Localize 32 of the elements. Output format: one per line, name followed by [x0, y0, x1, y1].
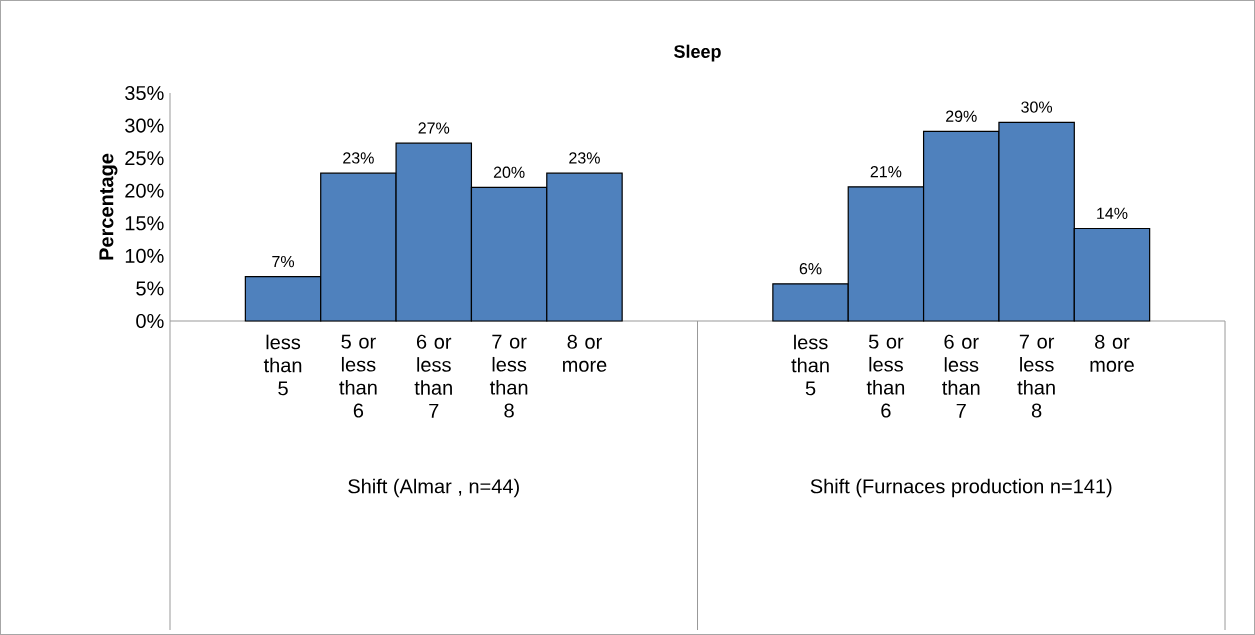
x-tick-label: less than 5	[791, 334, 829, 396]
data-label: 7%	[272, 255, 295, 268]
x-tick-label: 5 or less than 6	[339, 334, 377, 418]
text: Shift (Almar , n=44)	[348, 478, 519, 498]
y-tick-label: 30%	[125, 118, 164, 133]
data-label: 30%	[1021, 101, 1053, 113]
y-tick-label: 15%	[125, 216, 164, 231]
x-tick-label: 8 or more	[1090, 334, 1134, 372]
y-tick-label: 25%	[125, 151, 164, 166]
y-tick-label: 20%	[125, 183, 164, 198]
data-label: 14%	[1097, 207, 1128, 219]
x-tick-label: 6 or less than 7	[414, 334, 452, 418]
chart-title: Sleep	[674, 44, 721, 62]
data-label: 20%	[493, 166, 525, 178]
y-tick-label: 10%	[125, 248, 164, 263]
data-label: 21%	[870, 166, 902, 178]
data-label: 6%	[799, 263, 822, 275]
text: Shift (Furnaces production n=141)	[810, 478, 1112, 498]
data-label: 23%	[569, 152, 600, 164]
data-label: 23%	[343, 152, 374, 164]
x-tick-label: 7 or less than 8	[489, 334, 528, 418]
y-tick-label: 35%	[125, 85, 164, 101]
y-axis-title: Percentage	[99, 153, 118, 260]
x-tick-label: 8 or more	[563, 334, 607, 372]
data-label: 27%	[418, 122, 450, 134]
x-tick-label: 7 or less than 8	[1017, 334, 1055, 418]
x-tick-label: less than 5	[263, 334, 302, 396]
x-tick-label: 6 or less than 7	[942, 334, 980, 418]
data-label: 29%	[946, 110, 977, 122]
x-tick-label: 5 or less than 6	[866, 334, 905, 418]
y-tick-label: 0%	[136, 313, 164, 329]
y-tick-label: 5%	[136, 281, 164, 296]
